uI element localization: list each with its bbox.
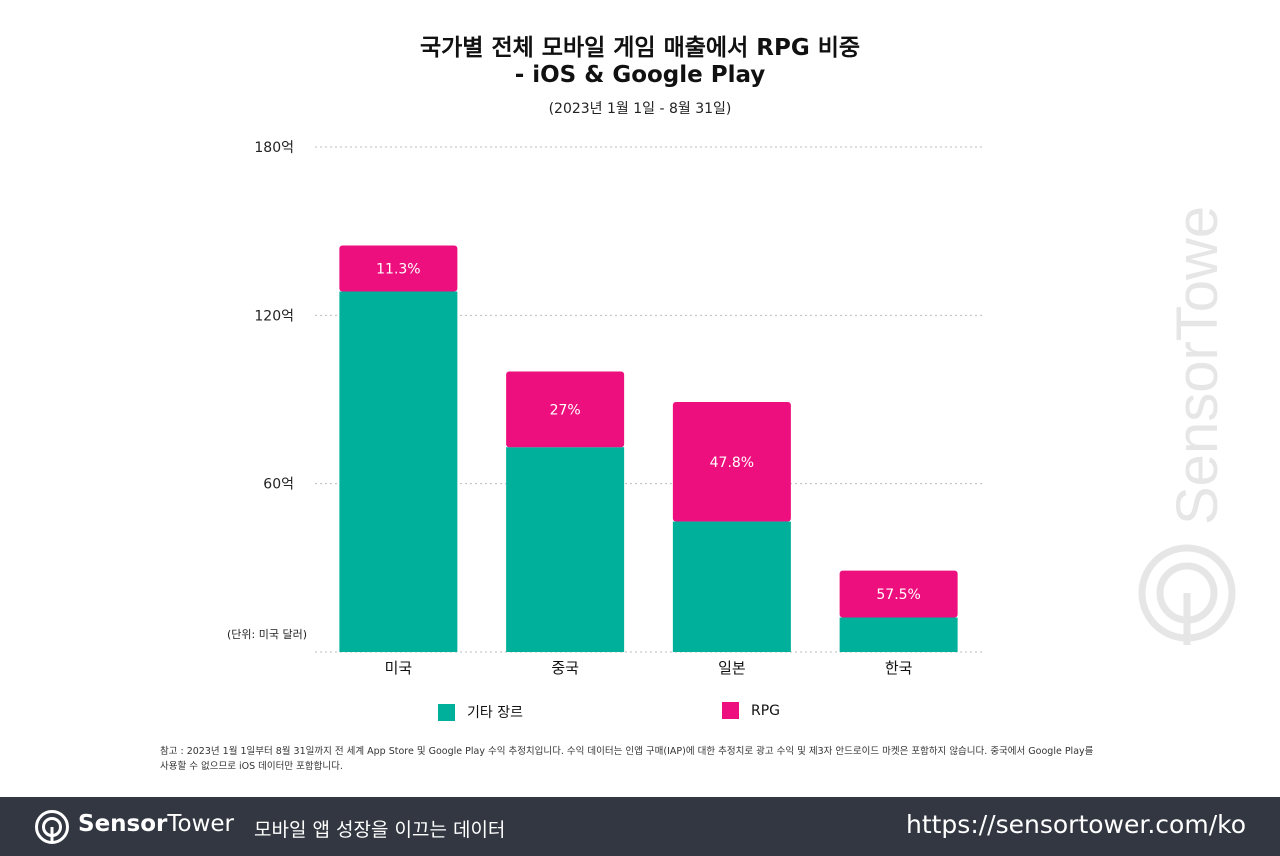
bar-segment-other <box>839 617 958 652</box>
data-label: 47.8% <box>710 455 754 471</box>
x-tick-label: 중국 <box>551 659 579 677</box>
sensortower-logo-icon <box>35 810 69 844</box>
sensortower-watermark: SensorTower <box>1138 205 1236 645</box>
chart-title: 국가별 전체 모바일 게임 매출에서 RPG 비중 <box>419 35 861 61</box>
bar-segment-other <box>339 291 458 652</box>
legend-label-rpg: RPG <box>751 702 781 719</box>
legend-label-other: 기타 장르 <box>467 705 523 721</box>
bar-segment-other <box>506 447 625 652</box>
x-tick-label: 한국 <box>885 659 913 677</box>
brand-bold: Sensor <box>78 811 168 837</box>
x-tick-label: 일본 <box>718 659 746 677</box>
watermark-logo-icon <box>1138 544 1236 645</box>
unit-label: (단위: 미국 달러) <box>227 628 307 641</box>
brand-light: Tower <box>167 811 235 837</box>
bar-segment-rpg <box>339 245 458 292</box>
watermark-text: SensorTower <box>1165 205 1230 525</box>
bar-segment-rpg <box>672 402 791 522</box>
legend-item-other: 기타 장르 <box>438 702 523 722</box>
data-label: 57.5% <box>876 587 920 603</box>
footer-bar: SensorTower 모바일 앱 성장을 이끄는 데이터 https://se… <box>0 797 1280 856</box>
x-tick-label: 미국 <box>385 659 413 677</box>
y-tick-label: 60억 <box>263 477 294 493</box>
legend-swatch-other <box>438 703 455 721</box>
bar-segment-rpg <box>839 570 958 618</box>
data-label: 27% <box>550 402 581 418</box>
footnote-line2: 사용할 수 없으므로 iOS 데이터만 포함합니다. <box>160 761 343 772</box>
bar-chart: 60억 120억 180억 (단위: 미국 달러) 11.3% 미국 27% 중국 47.8% 일… <box>227 140 982 677</box>
footnote: 참고 : 2023년 1월 1일부터 8월 31일까지 전 세계 App Sto… <box>160 744 1150 774</box>
chart-subtitle: (2023년 1월 1일 - 8월 31일) <box>548 101 732 117</box>
y-tick-label: 120억 <box>254 308 294 324</box>
chart-title-line2: - iOS & Google Play <box>514 62 766 88</box>
legend-swatch-rpg <box>722 702 739 719</box>
footer-tagline: 모바일 앱 성장을 이끄는 데이터 <box>254 819 506 841</box>
bar-segment-other <box>672 521 791 652</box>
footnote-line1: 참고 : 2023년 1월 1일부터 8월 31일까지 전 세계 App Sto… <box>160 746 1094 757</box>
legend-item-rpg: RPG <box>722 702 780 719</box>
footer-url[interactable]: https://sensortower.com/ko <box>905 810 1246 839</box>
y-tick-label: 180억 <box>254 140 294 156</box>
bar-segment-rpg <box>506 371 625 448</box>
footer-brand: SensorTower <box>78 811 234 837</box>
data-label: 11.3% <box>376 261 420 277</box>
